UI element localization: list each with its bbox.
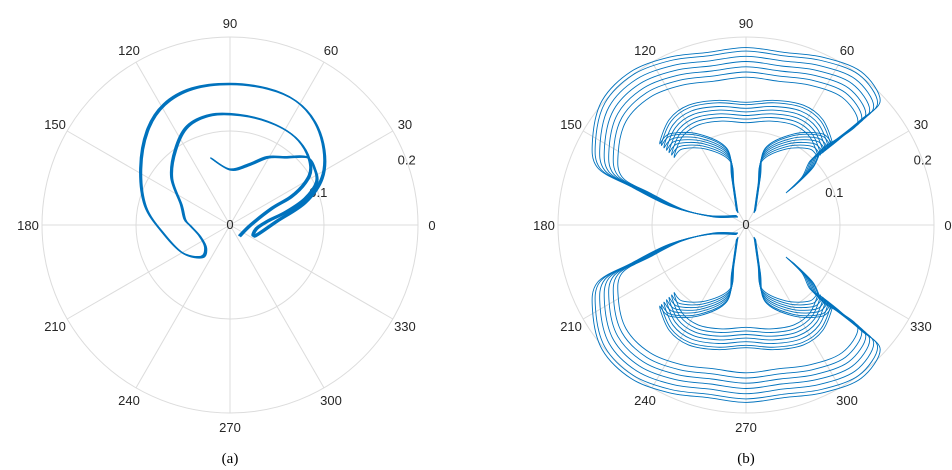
chart-b-loop-outer-6 — [617, 76, 859, 219]
chart-b-theta-gridline-240 — [651, 224, 747, 389]
chart-b-theta-label-270: 270 — [735, 420, 757, 435]
chart-a-r-label-2: 0.2 — [398, 153, 416, 168]
chart-a-theta-label-0: 0 — [428, 218, 435, 233]
chart-b-r-label-1: 0.1 — [825, 185, 843, 200]
chart-b-loop-inner-2 — [666, 109, 826, 212]
chart-b-theta-label-240: 240 — [634, 393, 656, 408]
chart-a-theta-label-30: 30 — [398, 117, 412, 132]
chart-b-loop-inner-1 — [663, 105, 829, 212]
chart-a-theta-gridline-120 — [135, 61, 231, 226]
chart-b-loop-inner-4 — [671, 117, 821, 213]
chart-a-theta-gridline-330 — [229, 224, 394, 320]
chart-b-theta-gridline-210 — [582, 224, 747, 320]
chart-b-loop-outer-12 — [591, 233, 881, 403]
chart-b-theta-label-30: 30 — [914, 117, 928, 132]
chart-b-theta-label-300: 300 — [836, 393, 858, 408]
chart-b-loop-inner-13 — [673, 236, 819, 330]
chart-b-theta-gridline-300 — [745, 224, 841, 389]
chart-b-loop-inner-5 — [659, 99, 833, 211]
chart-a-theta-label-150: 150 — [44, 117, 66, 132]
chart-a-theta-label-300: 300 — [320, 393, 342, 408]
chart-a-theta-label-90: 90 — [223, 16, 237, 31]
chart-b-theta-gridline-150 — [582, 130, 747, 226]
chart-a-theta-gridline-300 — [229, 224, 325, 389]
chart-a-theta-label-330: 330 — [394, 319, 416, 334]
chart-a-theta-label-210: 210 — [44, 319, 66, 334]
chart-b-loop-inner-6 — [673, 120, 819, 214]
chart-b-loop-inner-7 — [660, 239, 832, 348]
chart-b-theta-label-330: 330 — [910, 319, 932, 334]
chart-b-loop-inner-0 — [660, 102, 832, 211]
chart-b-loop-inner-9 — [666, 238, 826, 341]
chart-a-theta-gridline-30 — [229, 130, 394, 226]
chart-a-theta-label-270: 270 — [219, 420, 241, 435]
chart-b-loop-inner-10 — [668, 237, 824, 337]
chart-b-theta-gridline-120 — [651, 61, 747, 226]
chart-a-theta-label-60: 60 — [324, 43, 338, 58]
chart-b-loop-outer-5 — [591, 47, 881, 217]
chart-b-theta-label-60: 60 — [840, 43, 854, 58]
chart-b-loop-inner-3 — [668, 113, 824, 213]
chart-a-theta-label-180: 180 — [17, 218, 39, 233]
chart-a-trajectory-line-2 — [140, 83, 327, 259]
chart-a-theta-label-120: 120 — [118, 43, 140, 58]
chart-b-loop-inner-12 — [659, 239, 833, 351]
chart-b-theta-gridline-60 — [745, 61, 841, 226]
chart-a-theta-gridline-240 — [135, 224, 231, 389]
caption-a: (a) — [222, 451, 239, 467]
chart-a-theta-gridline-150 — [66, 130, 231, 226]
chart-b-loop-inner-11 — [671, 237, 821, 333]
chart-b-theta-gridline-330 — [745, 224, 910, 320]
chart-a-theta-gridline-210 — [66, 224, 231, 320]
chart-b-theta-label-150: 150 — [560, 117, 582, 132]
chart-a-theta-gridline-60 — [229, 61, 325, 226]
chart-a-theta-label-240: 240 — [118, 393, 140, 408]
chart-b-theta-label-120: 120 — [634, 43, 656, 58]
chart-b-theta-gridline-30 — [745, 130, 910, 226]
chart-b-r-label-2: 0.2 — [914, 153, 932, 168]
chart-b-theta-label-180: 180 — [533, 218, 555, 233]
chart-b-theta-label-210: 210 — [560, 319, 582, 334]
polar-chart-b: 0 30 60 90 120 150 180 210 240 270 300 330 0 0.1 0.2 — [533, 16, 951, 435]
chart-b-theta-label-90: 90 — [739, 16, 753, 31]
chart-a-r-label-0: 0 — [226, 217, 233, 232]
chart-b-loop-outer-13 — [617, 231, 859, 374]
chart-b-r-label-0: 0 — [742, 217, 749, 232]
caption-b: (b) — [737, 451, 755, 467]
chart-b-theta-label-0: 0 — [944, 218, 951, 233]
chart-b-loop-inner-8 — [663, 238, 829, 345]
